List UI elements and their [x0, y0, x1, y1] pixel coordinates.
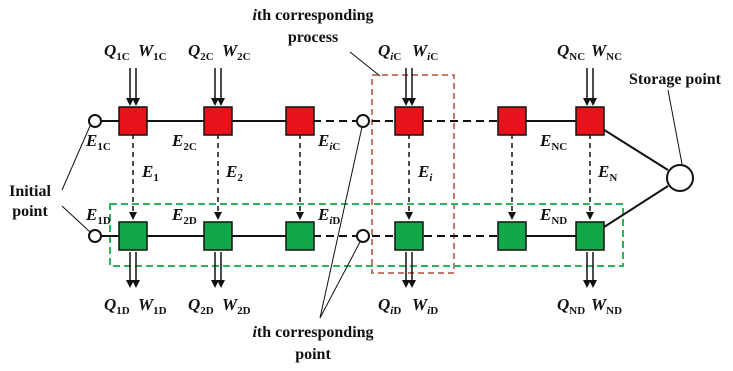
discharge-blocks	[118, 221, 605, 251]
ith-process-frame	[371, 74, 455, 274]
math-labels: Q1C W1C Q2C W2C QiC WiC QNC WNC Q1D W1D Q2D W2D QiD W…	[85, 41, 622, 317]
flow-label-w-top: WNC	[591, 41, 622, 63]
inflow-arrow-ic	[402, 68, 416, 106]
outflow-arrow-2d	[211, 252, 225, 288]
transfer-energy-label: E2	[225, 162, 243, 184]
line-energy-label-bottom: END	[539, 205, 567, 227]
initial-pointer-line	[61, 125, 91, 191]
initial-point-label-line2: point	[12, 203, 48, 220]
flow-label-q-bottom: Q1D	[104, 295, 130, 317]
flow-label-q-top: Q1C	[104, 41, 130, 63]
discharge-block	[575, 221, 605, 251]
discharge-block	[285, 221, 315, 251]
storage-pointer-line	[667, 89, 683, 165]
flow-label-w-top: W2C	[222, 41, 251, 63]
flow-label-w-bottom: WND	[591, 295, 622, 317]
ith-process-label-line2: process	[288, 29, 338, 46]
outflow-arrow-nd	[583, 252, 597, 288]
flow-label-q-top: QNC	[557, 41, 585, 63]
inflow-arrow-nc	[583, 68, 597, 106]
transfer-energy-label: Ei	[417, 162, 433, 184]
outflow-arrow-id	[402, 252, 416, 288]
charge-block	[118, 106, 148, 136]
outflow-arrow-1d	[126, 252, 140, 288]
discharge-block	[394, 221, 424, 251]
flow-label-q-top: QiC	[378, 41, 401, 63]
inflow-arrow-2c	[211, 68, 225, 106]
ith-point-pointer-line	[319, 241, 361, 319]
ith-point-label-line1: ith corresponding	[252, 324, 373, 341]
flow-label-q-bottom: QND	[557, 295, 585, 317]
charge-blocks	[118, 106, 605, 136]
flow-label-w-bottom: W1D	[138, 295, 167, 317]
line-energy-label-top: ENC	[539, 131, 567, 153]
ith-point-label-line2: point	[295, 346, 331, 363]
initial-point-label-line1: Initial	[9, 183, 51, 200]
initial-point-bottom	[88, 229, 102, 243]
line-energy-label-bottom: E1D	[85, 205, 111, 227]
storage-point-label: Storage point	[629, 71, 722, 88]
flow-label-w-top: WiC	[412, 41, 438, 63]
flow-label-w-bottom: W2D	[222, 295, 251, 317]
flow-label-q-bottom: Q2D	[188, 295, 214, 317]
initial-pointer-line	[61, 205, 91, 233]
ith-point-top	[356, 114, 370, 128]
line-energy-label-bottom: E2D	[171, 205, 197, 227]
charge-block	[394, 106, 424, 136]
flow-label-w-top: W1C	[138, 41, 167, 63]
flow-label-q-top: Q2C	[188, 41, 214, 63]
ith-process-pointer-line	[349, 51, 381, 77]
charge-block	[575, 106, 605, 136]
charge-block	[497, 106, 527, 136]
discharge-block	[203, 221, 233, 251]
line-energy-label-top: E1C	[85, 131, 111, 153]
discharge-block	[497, 221, 527, 251]
flow-label-q-bottom: QiD	[378, 295, 401, 317]
line-energy-label-top: E2C	[171, 131, 197, 153]
discharge-block	[118, 221, 148, 251]
line-energy-label-bottom: EiD	[317, 205, 340, 227]
line-energy-label-top: EiC	[317, 131, 340, 153]
initial-point-top	[88, 114, 102, 128]
transfer-energy-label: EN	[597, 162, 617, 184]
charge-block	[203, 106, 233, 136]
storage-point	[666, 164, 694, 192]
ith-point-bottom	[356, 229, 370, 243]
charge-block	[285, 106, 315, 136]
transfer-energy-label: E1	[141, 162, 159, 184]
inflow-arrow-1c	[126, 68, 140, 106]
ith-point-pointer-line	[319, 126, 363, 319]
discharge-group-frame	[109, 203, 624, 267]
flow-label-w-bottom: WiD	[412, 295, 438, 317]
ith-process-label-line1: ith corresponding	[252, 7, 373, 24]
